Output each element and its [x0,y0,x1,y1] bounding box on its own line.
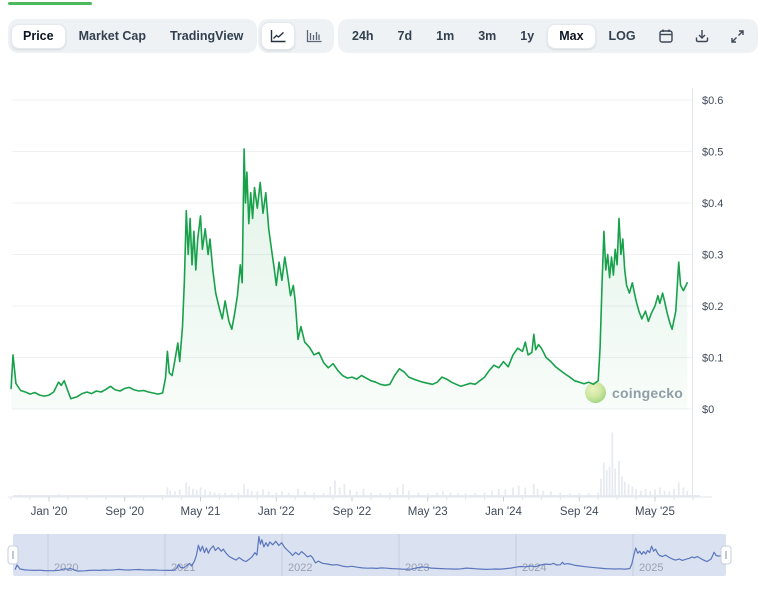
x-axis-label: Sep '22 [333,506,372,518]
download-chart-button[interactable] [685,22,719,50]
x-axis-label: Sep '20 [105,506,144,518]
active-tab-indicator [8,2,92,5]
x-axis-label: May '25 [635,506,675,518]
expand-icon [730,29,745,44]
tab-tradingview[interactable]: TradingView [159,24,254,49]
price-area-fill [11,148,688,409]
price-line [10,148,688,400]
chart-type-group [258,19,334,53]
range-max[interactable]: Max [547,23,596,49]
y-axis-label: $0.6 [702,95,723,107]
range-1y[interactable]: 1y [509,24,545,49]
y-axis-label: $0.5 [702,147,723,159]
x-axis-label: Jan '24 [485,506,522,518]
y-axis-label: $0.2 [702,301,723,313]
log-scale-toggle[interactable]: LOG [598,24,647,49]
minimap-line [14,536,724,572]
line-chart-icon [270,29,287,43]
minimap-year-label: 2020 [54,562,78,574]
x-axis-label: Jan '22 [258,506,295,518]
range-1m[interactable]: 1m [425,24,465,49]
x-axis-label: May '23 [408,506,448,518]
minimap-handle-left[interactable] [7,545,19,565]
chart-plot-area[interactable] [10,78,692,497]
minimap-brush[interactable] [13,534,726,576]
minimap-year-label: 2025 [639,562,663,574]
date-range-button[interactable] [649,22,683,50]
metric-tab-group: Price Market Cap TradingView [8,19,258,53]
x-axis-label: Sep '24 [560,506,599,518]
calendar-icon [658,28,674,44]
range-24h[interactable]: 24h [341,24,385,49]
range-7d[interactable]: 7d [387,24,424,49]
range-tab-group: 24h 7d 1m 3m 1y Max LOG [338,19,758,53]
y-axis-label: $0.3 [702,250,723,262]
fullscreen-button[interactable] [721,22,755,50]
volume-bars [13,432,700,497]
tab-market-cap[interactable]: Market Cap [68,24,157,49]
candlestick-chart-button[interactable] [297,22,331,50]
download-icon [694,28,710,44]
minimap-year-label: 2022 [288,562,312,574]
candlestick-chart-icon [306,29,322,43]
tab-price[interactable]: Price [11,23,66,49]
line-chart-button[interactable] [261,22,295,50]
x-axis-label: Jan '20 [31,506,68,518]
y-axis-label: $0 [702,404,714,416]
x-axis-label: May '21 [181,506,221,518]
minimap-handle-right[interactable] [720,545,732,565]
y-axis-label: $0.4 [702,198,723,210]
x-axis-ticks [10,497,694,502]
y-axis-label: $0.1 [702,353,723,365]
range-3m[interactable]: 3m [467,24,507,49]
